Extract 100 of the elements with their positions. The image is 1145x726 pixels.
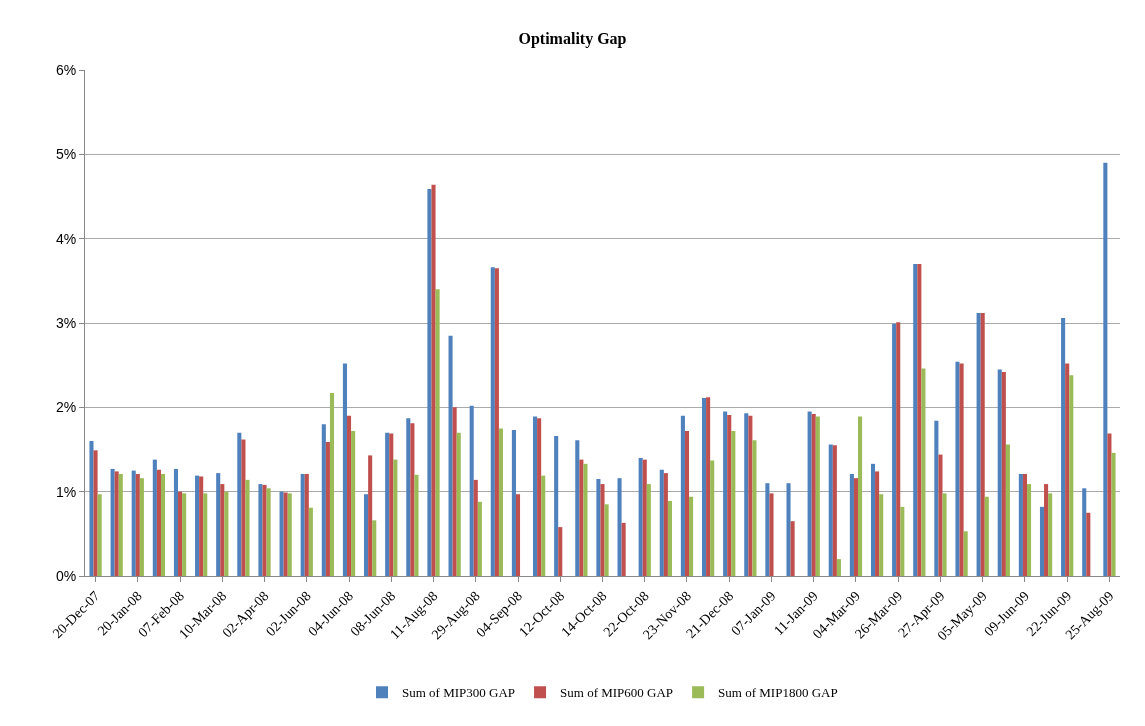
bar: [600, 484, 605, 576]
bar: [216, 473, 221, 576]
bar: [680, 415, 685, 576]
bar: [203, 493, 208, 576]
bar: [321, 424, 326, 576]
bar: [769, 493, 774, 576]
bar: [963, 531, 968, 576]
bar: [245, 479, 250, 576]
bar: [765, 483, 770, 576]
bar: [1086, 512, 1091, 576]
bar: [984, 496, 989, 576]
bar: [1111, 452, 1116, 576]
bar: [744, 413, 749, 576]
bar: [494, 268, 499, 576]
bar: [642, 459, 647, 576]
bar: [917, 263, 922, 576]
bar: [435, 289, 440, 576]
bar: [351, 430, 356, 576]
bar: [828, 444, 833, 576]
bar: [372, 520, 377, 576]
bar: [1044, 484, 1049, 576]
y-tick-label: 5%: [55, 146, 77, 163]
bar: [118, 473, 123, 576]
bar: [258, 484, 263, 576]
bar: [997, 369, 1002, 576]
bar: [131, 470, 136, 576]
bar: [710, 460, 715, 576]
bar: [913, 263, 918, 576]
bar: [456, 432, 461, 576]
bar: [195, 475, 200, 576]
bar: [300, 473, 305, 576]
bar: [156, 469, 161, 576]
bar: [178, 491, 183, 576]
y-tick-label: 1%: [55, 483, 77, 500]
bar: [727, 414, 732, 576]
bar: [875, 471, 880, 576]
bar: [241, 439, 246, 576]
bar: [1022, 473, 1027, 576]
bar: [980, 312, 985, 576]
bar: [836, 559, 841, 576]
bar: [427, 188, 432, 576]
bar: [452, 407, 457, 576]
bar: [266, 488, 271, 576]
bar: [114, 471, 119, 576]
bar: [393, 459, 398, 576]
bar: [811, 414, 816, 576]
bar: [173, 468, 179, 576]
bar: [959, 363, 964, 576]
bar: [364, 494, 369, 576]
bar: [832, 445, 837, 576]
bar: [706, 397, 711, 576]
bar: [515, 494, 521, 576]
bar: [748, 415, 753, 576]
bar: [304, 473, 309, 576]
bar: [723, 411, 728, 576]
bar: [498, 428, 504, 576]
bar: [511, 430, 516, 576]
bar: [1048, 493, 1053, 576]
bar: [790, 521, 795, 576]
bar: [368, 455, 373, 576]
bar: [1039, 506, 1045, 576]
bar: [896, 322, 901, 576]
bar: [815, 416, 820, 576]
bar: [199, 476, 204, 576]
bar: [596, 479, 601, 576]
y-tick-label: 0%: [55, 567, 77, 584]
bar: [892, 323, 897, 576]
bar: [533, 416, 538, 576]
bar: [346, 415, 352, 576]
bar: [575, 440, 580, 576]
bar: [667, 500, 672, 576]
legend-label: Sum of MIP300 GAP: [402, 685, 516, 701]
bar: [858, 416, 863, 576]
bar: [752, 440, 757, 576]
bar: [579, 459, 584, 576]
bar: [659, 469, 664, 576]
bar: [663, 473, 668, 576]
bar: [701, 398, 707, 576]
bar: [1065, 363, 1070, 576]
bar: [135, 473, 140, 576]
bar: [938, 454, 943, 576]
bar: [1103, 162, 1108, 576]
bar: [283, 492, 288, 576]
bar: [342, 363, 347, 576]
legend-label: Sum of MIP600 GAP: [560, 685, 674, 701]
bar: [97, 494, 102, 576]
bar: [1069, 375, 1074, 576]
bar: [554, 436, 559, 576]
bar: [621, 522, 626, 576]
bar: [1082, 488, 1087, 576]
bar: [1026, 484, 1032, 576]
y-tick-label: 3%: [55, 314, 77, 331]
bar: [139, 478, 144, 576]
bar: [287, 493, 292, 576]
bar: [955, 361, 960, 576]
bar: [152, 459, 157, 576]
bar: [646, 484, 651, 576]
bar: [1107, 433, 1112, 576]
bar: [731, 430, 736, 576]
bar: [469, 405, 474, 576]
